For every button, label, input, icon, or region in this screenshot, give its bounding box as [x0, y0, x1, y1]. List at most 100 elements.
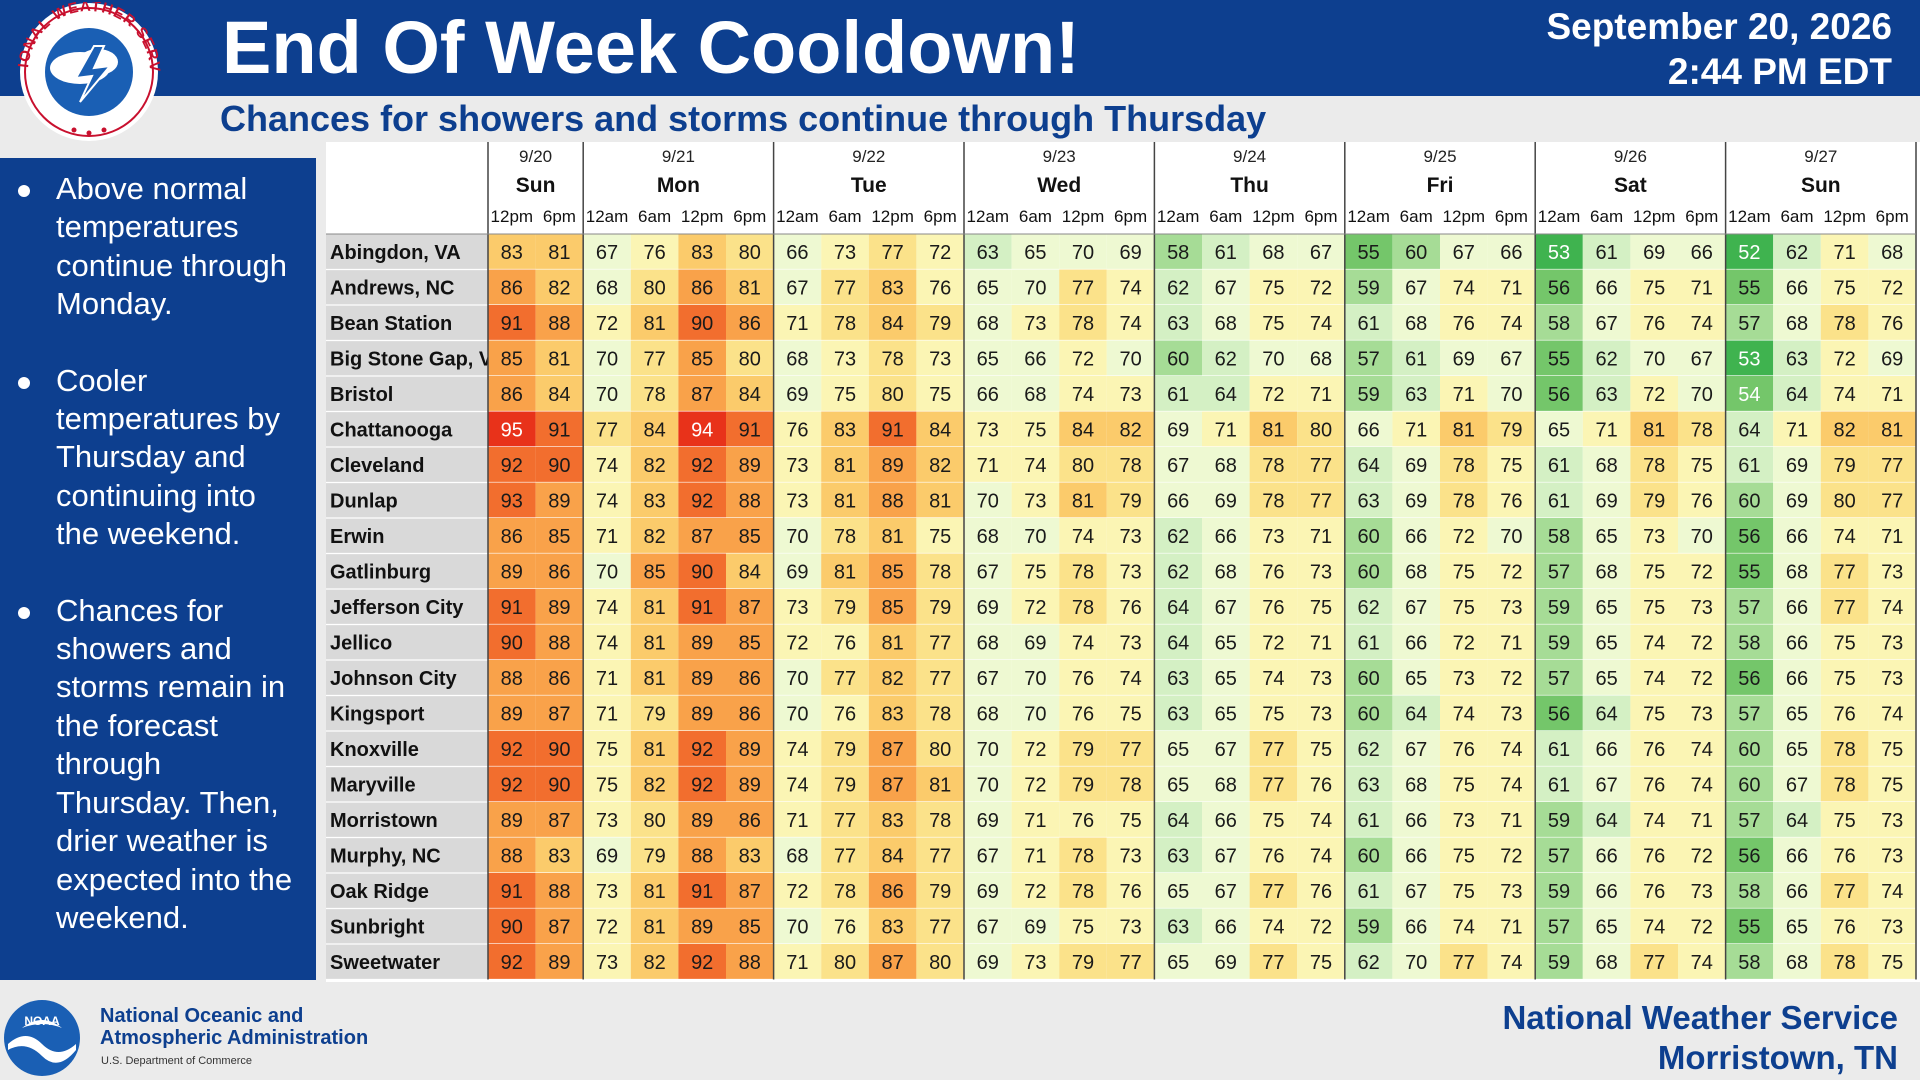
temperature-cell — [1297, 553, 1345, 589]
temperature-value: 63 — [1167, 916, 1189, 938]
temperature-value: 66 — [786, 242, 808, 264]
temperature-value: 71 — [1310, 632, 1332, 654]
temperature-cell — [726, 234, 774, 270]
temperature-value: 82 — [643, 774, 665, 796]
temperature-cell — [1630, 944, 1678, 980]
temperature-value: 89 — [548, 952, 570, 974]
temperature-value: 68 — [1786, 313, 1808, 335]
temperature-value: 83 — [881, 916, 903, 938]
temperature-value: 79 — [834, 774, 856, 796]
temperature-value: 65 — [1595, 597, 1617, 619]
temperature-cell — [1678, 908, 1726, 944]
temperature-value: 71 — [1453, 384, 1475, 406]
temperature-cell — [1820, 908, 1869, 944]
temperature-cell — [1630, 589, 1678, 625]
temperature-cell — [773, 411, 822, 447]
temperature-cell — [1630, 837, 1678, 873]
temperature-value: 63 — [1167, 668, 1189, 690]
temperature-value: 59 — [1357, 916, 1379, 938]
temperature-cell — [1154, 802, 1202, 838]
temperature-cell — [1678, 695, 1726, 731]
temperature-cell — [1011, 908, 1060, 944]
temperature-value: 78 — [1072, 313, 1094, 335]
temperature-value: 74 — [1453, 277, 1475, 299]
temperature-cell — [1820, 731, 1869, 767]
temperature-cell — [1820, 695, 1869, 731]
temperature-value: 67 — [1453, 242, 1475, 264]
temperature-cell — [630, 553, 679, 589]
temperature-cell — [1773, 660, 1821, 696]
temperature-value: 76 — [1453, 313, 1475, 335]
temperature-value: 79 — [1833, 455, 1855, 477]
temperature-value: 72 — [1024, 739, 1046, 761]
temperature-cell — [773, 624, 822, 660]
noaa-logo-text: NOAA — [24, 1014, 60, 1028]
temperature-value: 77 — [596, 419, 618, 441]
temperature-cell — [1868, 340, 1916, 376]
temperature-cell — [726, 447, 774, 483]
location-label: Sweetwater — [330, 952, 440, 974]
temperature-value: 63 — [1786, 348, 1808, 370]
temperature-value: 95 — [501, 419, 523, 441]
temperature-cell — [1820, 340, 1869, 376]
temperature-cell — [1773, 944, 1821, 980]
temperature-cell — [1059, 411, 1107, 447]
temperature-cell — [1582, 234, 1631, 270]
temperature-value: 90 — [548, 774, 570, 796]
temperature-value: 75 — [1262, 313, 1284, 335]
temperature-cell — [1868, 376, 1916, 412]
temperature-value: 66 — [1357, 419, 1379, 441]
temperature-value: 80 — [739, 242, 761, 264]
temperature-value: 69 — [1024, 916, 1046, 938]
temperature-cell — [1868, 695, 1916, 731]
temperature-cell — [916, 376, 964, 412]
temperature-value: 74 — [1643, 668, 1665, 690]
temperature-value: 66 — [1691, 242, 1713, 264]
temperature-cell — [1868, 908, 1916, 944]
temperature-cell — [916, 695, 964, 731]
temperature-cell — [1820, 944, 1869, 980]
temperature-value: 74 — [1453, 916, 1475, 938]
temperature-cell — [821, 695, 869, 731]
temperature-cell — [1678, 624, 1726, 660]
temperature-cell — [916, 340, 964, 376]
temperature-value: 73 — [834, 348, 856, 370]
temperature-cell — [1106, 447, 1155, 483]
time-label: 6pm — [1495, 207, 1528, 226]
temperature-cell — [964, 482, 1012, 518]
temperature-cell — [1487, 411, 1536, 447]
temperature-value: 75 — [834, 384, 856, 406]
temperature-value: 83 — [548, 845, 570, 867]
temperature-cell — [916, 589, 964, 625]
temperature-value: 67 — [596, 242, 618, 264]
temperature-value: 77 — [834, 810, 856, 832]
temperature-cell — [488, 447, 536, 483]
temperature-cell — [583, 908, 631, 944]
temperature-cell — [1154, 305, 1202, 341]
temperature-cell — [1106, 908, 1155, 944]
temperature-value: 79 — [929, 313, 951, 335]
temperature-value: 71 — [1310, 384, 1332, 406]
temperature-value: 67 — [1215, 881, 1237, 903]
temperature-value: 72 — [1833, 348, 1855, 370]
temperature-cell — [1059, 482, 1107, 518]
temperature-cell — [916, 447, 964, 483]
temperature-cell — [1392, 766, 1440, 802]
temperature-value: 61 — [1357, 881, 1379, 903]
temperature-value: 77 — [1453, 952, 1475, 974]
temperature-cell — [1106, 766, 1155, 802]
temperature-value: 61 — [1405, 348, 1427, 370]
temperature-value: 63 — [1167, 703, 1189, 725]
temperature-cell — [1440, 411, 1488, 447]
temperature-value: 82 — [1119, 419, 1141, 441]
temperature-value: 76 — [1643, 739, 1665, 761]
temperature-cell — [1535, 482, 1583, 518]
temperature-value: 78 — [881, 348, 903, 370]
temperature-value: 66 — [1215, 916, 1237, 938]
temperature-value: 91 — [691, 881, 713, 903]
temperature-value: 75 — [1262, 277, 1284, 299]
temperature-value: 70 — [1024, 668, 1046, 690]
temperature-value: 85 — [739, 526, 761, 548]
temperature-cell — [1630, 553, 1678, 589]
temperature-value: 93 — [501, 490, 523, 512]
